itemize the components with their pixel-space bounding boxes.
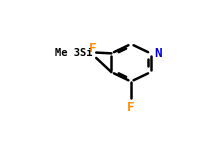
Text: Me 3Si: Me 3Si xyxy=(55,48,93,58)
Text: F: F xyxy=(89,42,97,55)
Text: N: N xyxy=(154,47,162,60)
Text: F: F xyxy=(127,101,135,114)
